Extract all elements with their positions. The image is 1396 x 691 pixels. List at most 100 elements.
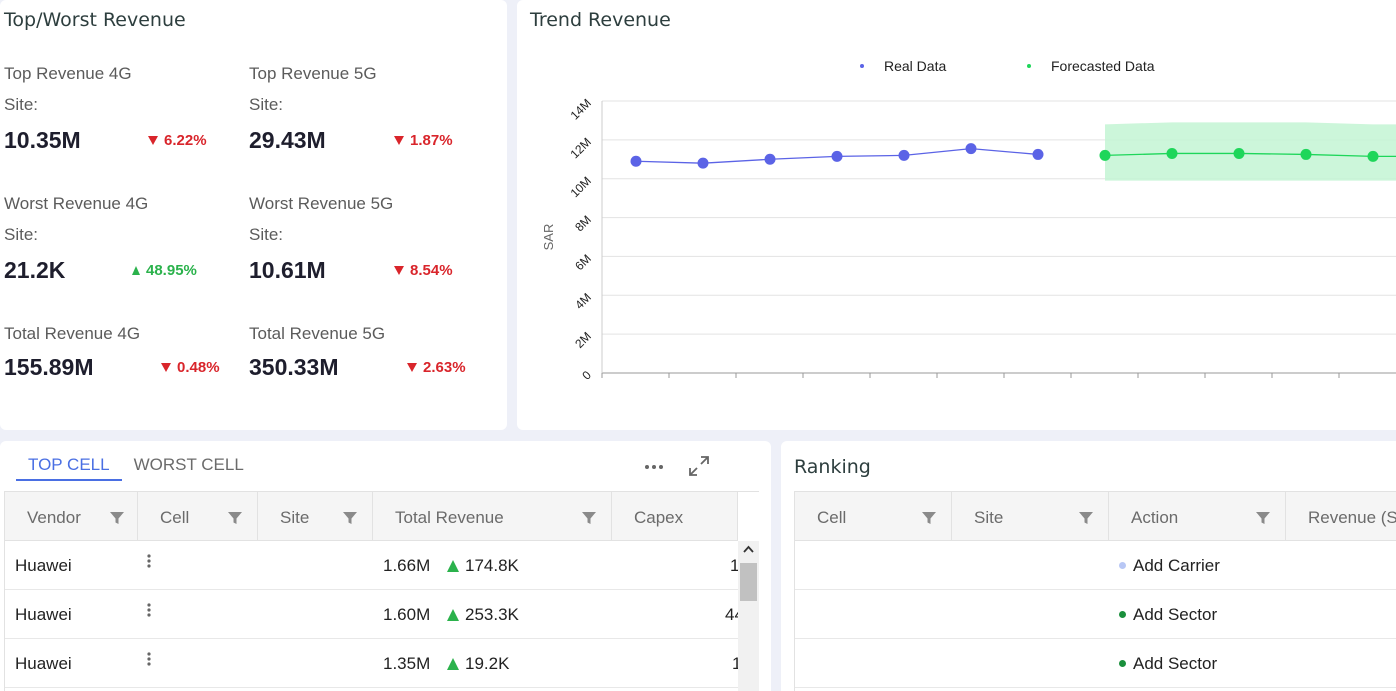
legend-marker (860, 64, 864, 68)
arrow-down-icon (148, 136, 158, 145)
column-header-total-revenue[interactable]: Total Revenue (373, 492, 612, 541)
y-tick-label: 0 (579, 368, 594, 383)
legend-item-real-data[interactable]: Real Data (860, 58, 946, 74)
filter-icon[interactable] (342, 510, 358, 526)
action-cell: Add Sector (1119, 654, 1217, 674)
column-title: Site (280, 508, 310, 527)
table-scrollbar[interactable] (738, 541, 759, 691)
arrow-up-icon (447, 609, 459, 621)
kpi-total-revenue-4g: Total Revenue 4G 155.89M 0.48% (4, 324, 244, 430)
vendor-cell: Huawei (15, 556, 72, 575)
kpi-value: 10.61M (249, 257, 326, 283)
kpi-top-revenue-4g: Top Revenue 4G Site: 10.35M 6.22% (4, 64, 244, 174)
filter-icon[interactable] (921, 510, 937, 526)
kpi-delta: 48.95% (132, 262, 197, 279)
column-header-capex[interactable]: Capex (612, 492, 738, 541)
status-dot (1119, 660, 1126, 667)
table-row[interactable]: Add Sector (795, 639, 1396, 688)
expand-icon[interactable] (688, 455, 710, 477)
scroll-up-icon[interactable] (743, 545, 754, 553)
filter-icon[interactable] (227, 510, 243, 526)
legend-item-forecasted-data[interactable]: Forecasted Data (1027, 58, 1155, 74)
revenue-change-cell: 174.8K (447, 556, 519, 576)
tab-worst-cell[interactable]: WORST CELL (133, 455, 244, 474)
data-point (1166, 147, 1178, 159)
data-point (898, 149, 910, 161)
kpi-site: Site: (249, 95, 284, 114)
arrow-down-icon (394, 266, 404, 275)
vendor-cell: Huawei (15, 605, 72, 624)
data-point (764, 153, 776, 165)
total-revenue-cell: 1.66M (383, 556, 431, 575)
kpi-site: Site: (4, 225, 39, 244)
filter-icon[interactable] (109, 510, 125, 526)
column-title: Capex (634, 508, 684, 527)
column-title: Vendor (27, 508, 81, 527)
scrollbar-thumb[interactable] (740, 563, 757, 601)
y-tick-label: 4M (572, 290, 594, 312)
y-tick-label: 14M (568, 96, 594, 122)
data-point (1233, 147, 1245, 159)
kpi-delta-value: 2.63% (423, 359, 466, 376)
column-header-site[interactable]: Site (258, 492, 373, 541)
table-row[interactable]: Add Sector (795, 590, 1396, 639)
filter-icon[interactable] (1078, 510, 1094, 526)
kpi-value: 10.35M (4, 127, 81, 153)
kpi-delta-value: 6.22% (164, 132, 207, 149)
revenue-change-value: 174.8K (465, 556, 519, 575)
arrow-up-icon (447, 560, 459, 572)
action-cell: Add Sector (1119, 605, 1217, 625)
row-menu-icon[interactable] (147, 652, 151, 668)
kpi-value: 350.33M (249, 354, 339, 380)
row-menu-icon[interactable] (147, 603, 151, 619)
y-tick-label: 6M (572, 251, 594, 273)
top-cell-table: Vendor Cell Site Total Revenue Capex Hua… (4, 491, 759, 691)
action-label: Add Carrier (1133, 556, 1220, 575)
action-cell: Add Carrier (1119, 556, 1220, 576)
table-row[interactable]: Huawei 1.60M 253.3K 44 (5, 590, 744, 639)
kpi-delta: 6.22% (148, 132, 207, 149)
kpi-label: Worst Revenue 5G (249, 194, 394, 213)
top-worst-revenue-card: Top/Worst Revenue Top Revenue 4G Site: 1… (0, 0, 507, 430)
total-revenue-cell: 1.60M (383, 605, 431, 624)
kpi-value: 21.2K (4, 257, 66, 283)
capex-cell: 1 (730, 556, 740, 575)
column-header-action[interactable]: Action (1109, 492, 1286, 541)
row-menu-icon[interactable] (147, 554, 151, 570)
more-options-icon[interactable] (643, 455, 665, 477)
data-point (630, 155, 642, 167)
ranking-title: Ranking (794, 456, 871, 478)
ranking-table: Cell Site Action Revenue (S Add Carrier … (794, 491, 1396, 691)
filter-icon[interactable] (1255, 510, 1271, 526)
table-row[interactable]: Huawei 1.66M 174.8K 1 (5, 541, 740, 590)
action-label: Add Sector (1133, 605, 1218, 624)
legend-label: Forecasted Data (1051, 58, 1155, 74)
column-header-revenue[interactable]: Revenue (S (1286, 492, 1396, 541)
column-title: Cell (160, 508, 190, 527)
kpi-delta: 8.54% (394, 262, 453, 279)
total-revenue-cell: 1.35M (383, 654, 431, 673)
y-tick-label: 8M (572, 213, 594, 235)
table-row[interactable]: Huawei 1.35M 19.2K 1 (5, 639, 742, 688)
kpi-delta: 2.63% (407, 359, 466, 376)
kpi-delta-value: 8.54% (410, 262, 453, 279)
revenue-change-cell: 19.2K (447, 654, 509, 674)
vendor-cell: Huawei (15, 654, 72, 673)
kpi-total-revenue-5g: Total Revenue 5G 350.33M 2.63% (249, 324, 489, 430)
revenue-change-value: 253.3K (465, 605, 519, 624)
kpi-top-revenue-5g: Top Revenue 5G Site: 29.43M 1.87% (249, 64, 489, 174)
kpi-delta-value: 1.87% (410, 132, 453, 149)
filter-icon[interactable] (581, 510, 597, 526)
status-dot (1119, 562, 1126, 569)
table-row[interactable]: Add Carrier (795, 541, 1396, 590)
status-dot (1119, 611, 1126, 618)
cells-panel: TOP CELL WORST CELL Vendor Cell Site Tot… (0, 441, 771, 691)
tab-top-cell[interactable]: TOP CELL (16, 451, 122, 481)
capex-cell: 1 (732, 654, 742, 673)
y-tick-label: 10M (568, 174, 594, 200)
data-point (697, 157, 709, 169)
forecast-confidence-band (1105, 122, 1396, 181)
column-title: Total Revenue (395, 508, 504, 527)
y-tick-label: 2M (572, 329, 594, 351)
column-title: Revenue (S (1308, 508, 1396, 527)
